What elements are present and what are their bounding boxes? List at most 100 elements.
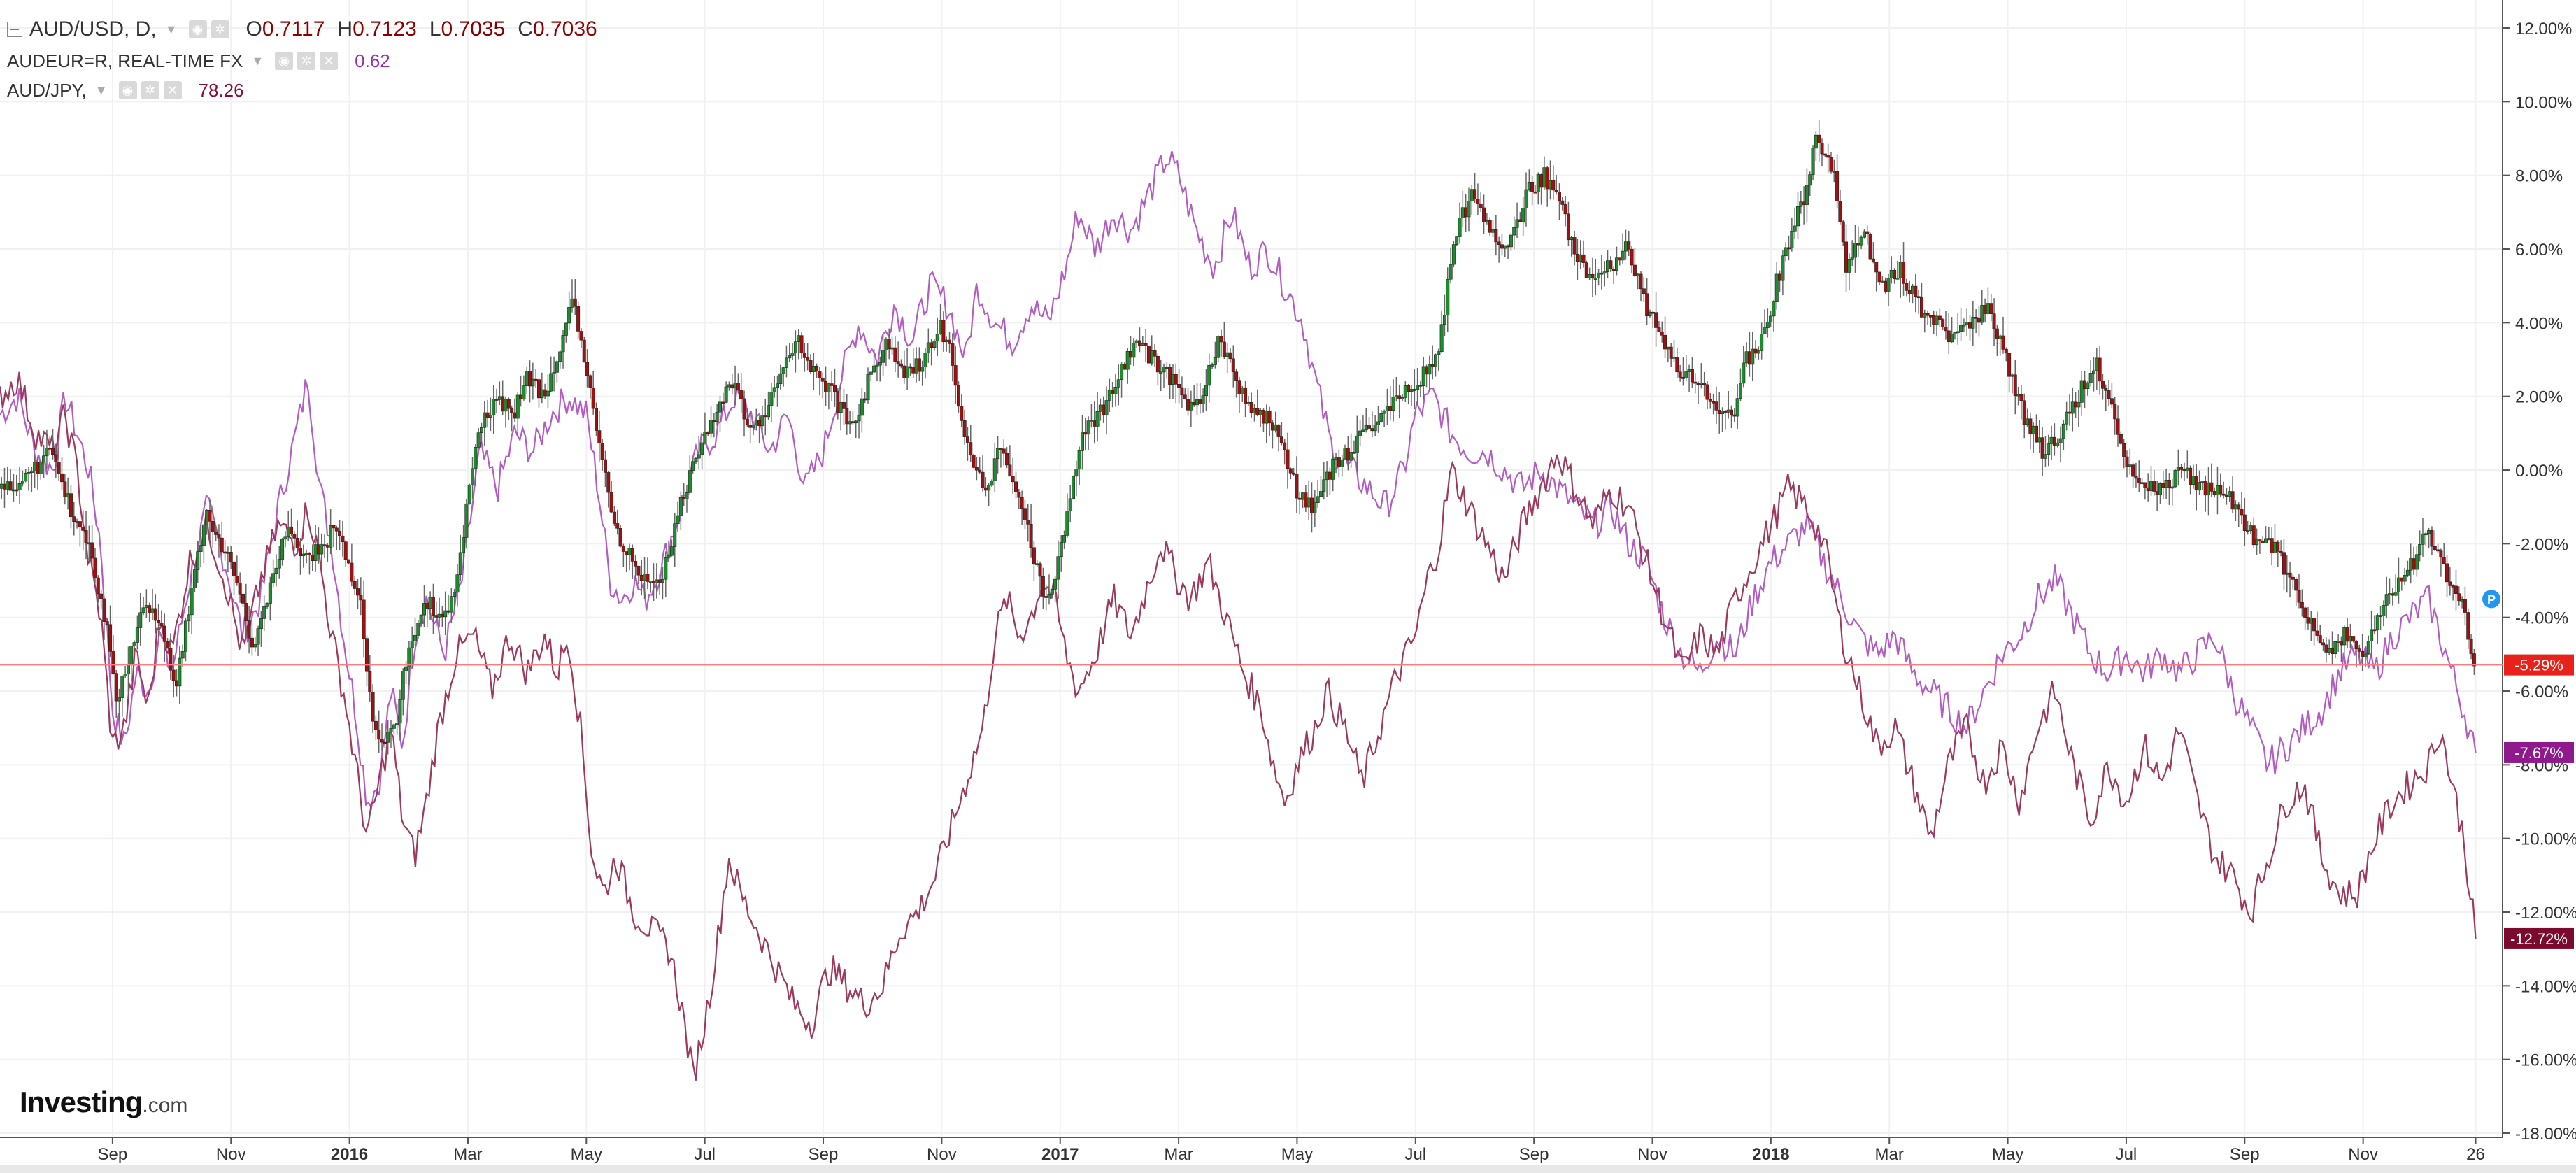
candle-down: [1841, 221, 1845, 243]
candle-down: [1276, 424, 1281, 437]
candle-up: [884, 339, 888, 351]
candle-down: [833, 385, 837, 392]
candle-down: [1129, 351, 1133, 358]
close-icon[interactable]: ✕: [320, 52, 339, 70]
gear-icon[interactable]: ✲: [297, 52, 316, 70]
candle-up: [1935, 315, 1939, 325]
audeur-line: [0, 151, 2477, 811]
eye-icon[interactable]: ◉: [118, 81, 137, 99]
candle-up: [329, 525, 333, 548]
candle-down: [1678, 371, 1682, 378]
candle-down: [157, 620, 161, 623]
candle-down: [1228, 352, 1232, 360]
candle-down: [211, 521, 215, 533]
candle-up: [1080, 432, 1084, 451]
candle-up: [1442, 315, 1446, 325]
candle-down: [597, 430, 602, 443]
candle-up: [1763, 327, 1767, 334]
candle-down: [824, 381, 828, 392]
chevron-down-icon[interactable]: ▼: [164, 22, 178, 36]
candle-up: [1606, 260, 1610, 272]
candle-down: [350, 562, 354, 582]
candle-down: [1337, 457, 1341, 467]
gear-icon[interactable]: ✲: [211, 20, 229, 38]
open-value: 0.7117: [262, 17, 325, 41]
audjpy-symbol[interactable]: AUD/JPY,: [7, 79, 87, 101]
candle-down: [2167, 480, 2171, 488]
candle-up: [778, 373, 783, 385]
candle-down: [2242, 514, 2247, 531]
candle-up: [1889, 269, 1893, 278]
candle-down: [820, 378, 825, 382]
candle-down: [1530, 182, 1535, 192]
eye-icon[interactable]: ◉: [188, 20, 207, 38]
candle-down: [334, 527, 339, 532]
candle-up: [1141, 343, 1145, 346]
candle-up: [1104, 400, 1109, 415]
candle-down: [1539, 174, 1544, 188]
candle-up: [760, 415, 764, 426]
candle-up: [2037, 437, 2042, 443]
candle-up: [754, 420, 758, 426]
gear-icon[interactable]: ✲: [141, 81, 159, 99]
candle-down: [657, 579, 662, 583]
candle-up: [2158, 483, 2162, 495]
candle-up: [1808, 174, 1812, 186]
candle-down: [1693, 381, 1698, 384]
candle-down: [543, 389, 547, 397]
candle-down: [2357, 648, 2361, 652]
candle-down: [1146, 346, 1151, 364]
candle-down: [712, 420, 716, 422]
x-tick-label: 26: [2466, 1145, 2485, 1164]
collapse-legend-icon[interactable]: [7, 22, 22, 37]
candle-up: [1814, 134, 1818, 149]
candle-down: [114, 673, 118, 702]
candle-down: [63, 481, 67, 498]
candle-down: [2189, 467, 2193, 485]
candle-down: [159, 622, 164, 627]
close-icon[interactable]: ✕: [163, 81, 182, 99]
chevron-down-icon[interactable]: ▼: [94, 83, 108, 97]
candle-down: [1144, 343, 1148, 346]
candle-down: [1352, 452, 1356, 454]
candle-down: [2004, 349, 2008, 354]
candle-up: [866, 374, 870, 401]
candle-up: [673, 523, 677, 547]
main-symbol[interactable]: AUD/USD, D,: [29, 17, 157, 41]
candle-down: [93, 557, 97, 578]
candle-down: [1388, 406, 1393, 411]
candle-down: [1023, 508, 1027, 520]
candle-up: [1116, 379, 1120, 388]
candle-up: [944, 339, 948, 343]
candle-up: [467, 484, 471, 504]
eye-icon[interactable]: ◉: [275, 52, 294, 70]
audeur-symbol[interactable]: AUDEUR=R, REAL-TIME FX: [7, 50, 243, 71]
candle-up: [178, 657, 182, 687]
candle-up: [1455, 236, 1459, 245]
candle-up: [2405, 569, 2410, 576]
candle-down: [2119, 434, 2123, 444]
candle-up: [1201, 395, 1205, 405]
candle-down: [2083, 380, 2087, 390]
candle-down: [863, 398, 867, 401]
logo-brand: Investing: [20, 1086, 143, 1118]
candle-down: [682, 497, 686, 499]
candle-up: [1421, 366, 1425, 386]
candle-down: [1696, 383, 1700, 385]
candle-down: [736, 382, 740, 391]
candle-down: [902, 365, 906, 378]
candle-up: [1098, 404, 1102, 412]
candle-down: [1044, 596, 1048, 598]
chevron-down-icon[interactable]: ▼: [251, 53, 264, 68]
candle-up: [655, 579, 659, 583]
candle-down: [974, 467, 979, 471]
candle-up: [788, 355, 792, 359]
close-label: C: [518, 17, 533, 41]
candle-up: [492, 399, 496, 416]
candle-up: [667, 555, 671, 558]
position-marker-icon[interactable]: P: [2482, 590, 2500, 609]
candle-down: [742, 398, 746, 420]
candle-down: [1712, 401, 1716, 404]
